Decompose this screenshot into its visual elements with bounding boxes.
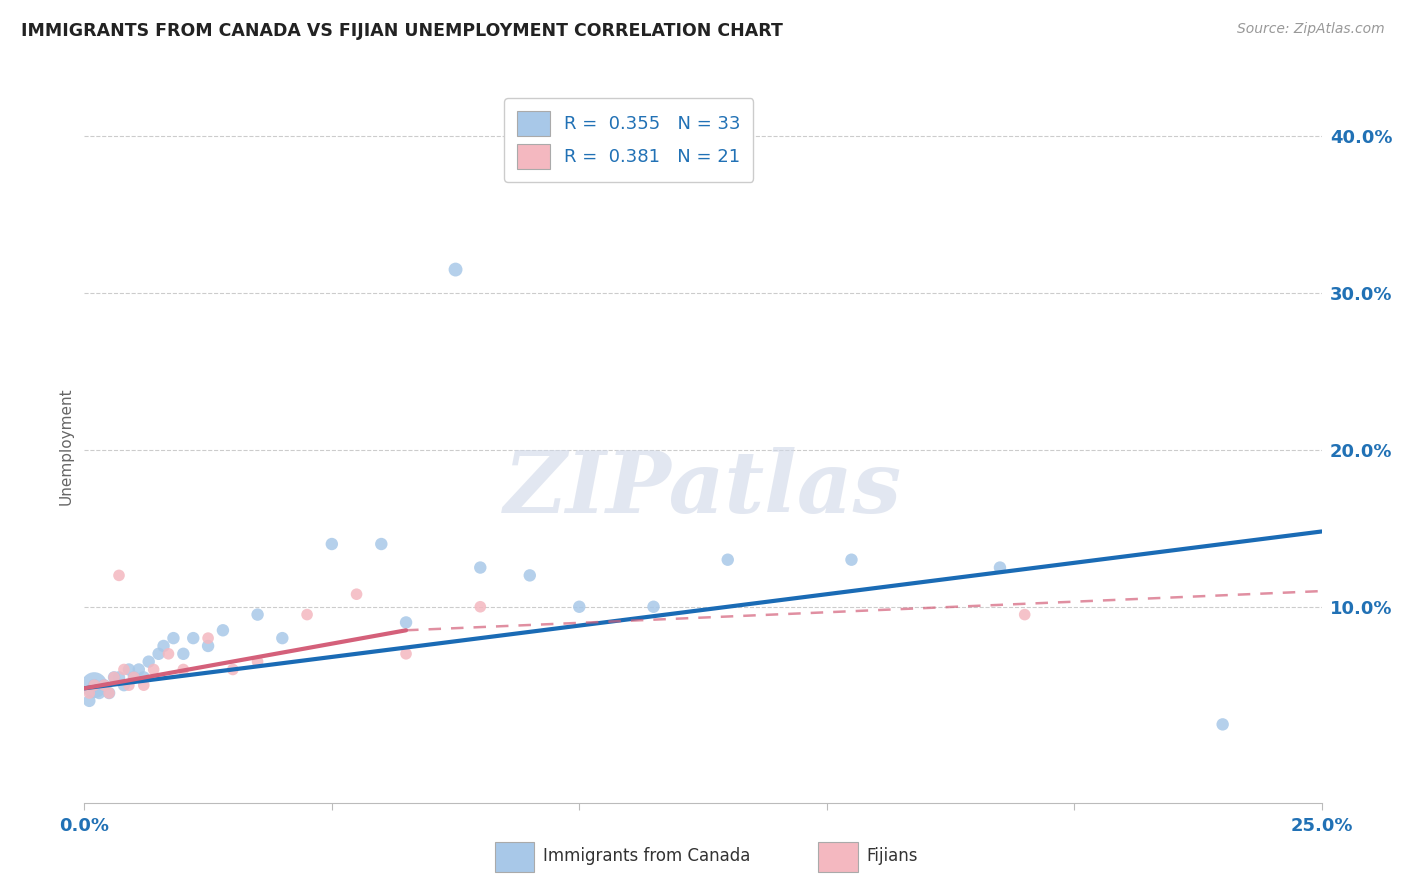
Point — [132, 670, 155, 684]
Point — [519, 568, 541, 582]
Point — [148, 647, 170, 661]
Point — [1212, 717, 1234, 731]
Point — [142, 663, 165, 677]
Point — [246, 607, 269, 622]
Point — [103, 670, 125, 684]
Point — [79, 694, 101, 708]
Point — [83, 678, 105, 692]
Point — [162, 631, 184, 645]
Point — [112, 663, 135, 677]
Point — [197, 631, 219, 645]
Text: Immigrants from Canada: Immigrants from Canada — [543, 847, 749, 865]
Point — [128, 663, 150, 677]
Point — [271, 631, 294, 645]
Point — [568, 599, 591, 614]
Point — [172, 647, 194, 661]
Point — [395, 647, 418, 661]
Point — [295, 607, 318, 622]
Point — [157, 647, 180, 661]
Point — [93, 678, 115, 692]
Point — [118, 663, 141, 677]
Text: ZIPatlas: ZIPatlas — [503, 447, 903, 531]
Point — [79, 686, 101, 700]
Point — [643, 599, 665, 614]
Point — [841, 552, 863, 566]
Point — [122, 670, 145, 684]
Point — [83, 678, 105, 692]
Point — [118, 678, 141, 692]
Point — [988, 560, 1011, 574]
Point — [470, 560, 492, 574]
Y-axis label: Unemployment: Unemployment — [58, 387, 73, 505]
Point — [122, 670, 145, 684]
Point — [132, 678, 155, 692]
Point — [346, 587, 368, 601]
Point — [108, 568, 131, 582]
Point — [395, 615, 418, 630]
Point — [83, 678, 105, 692]
Point — [98, 686, 121, 700]
Text: Source: ZipAtlas.com: Source: ZipAtlas.com — [1237, 22, 1385, 37]
Point — [103, 670, 125, 684]
Legend: R =  0.355   N = 33, R =  0.381   N = 21: R = 0.355 N = 33, R = 0.381 N = 21 — [505, 98, 754, 182]
Text: Fijians: Fijians — [866, 847, 918, 865]
Point — [370, 537, 392, 551]
Point — [152, 639, 174, 653]
Point — [138, 655, 160, 669]
Point — [212, 624, 235, 638]
Point — [108, 670, 131, 684]
Point — [197, 639, 219, 653]
Point — [172, 663, 194, 677]
Point — [112, 678, 135, 692]
Point — [717, 552, 740, 566]
Text: IMMIGRANTS FROM CANADA VS FIJIAN UNEMPLOYMENT CORRELATION CHART: IMMIGRANTS FROM CANADA VS FIJIAN UNEMPLO… — [21, 22, 783, 40]
Point — [98, 686, 121, 700]
Point — [246, 655, 269, 669]
Point — [321, 537, 343, 551]
Point — [444, 262, 467, 277]
Point — [222, 663, 245, 677]
Point — [93, 678, 115, 692]
Point — [1014, 607, 1036, 622]
Point — [89, 686, 111, 700]
Point — [470, 599, 492, 614]
Point — [181, 631, 204, 645]
